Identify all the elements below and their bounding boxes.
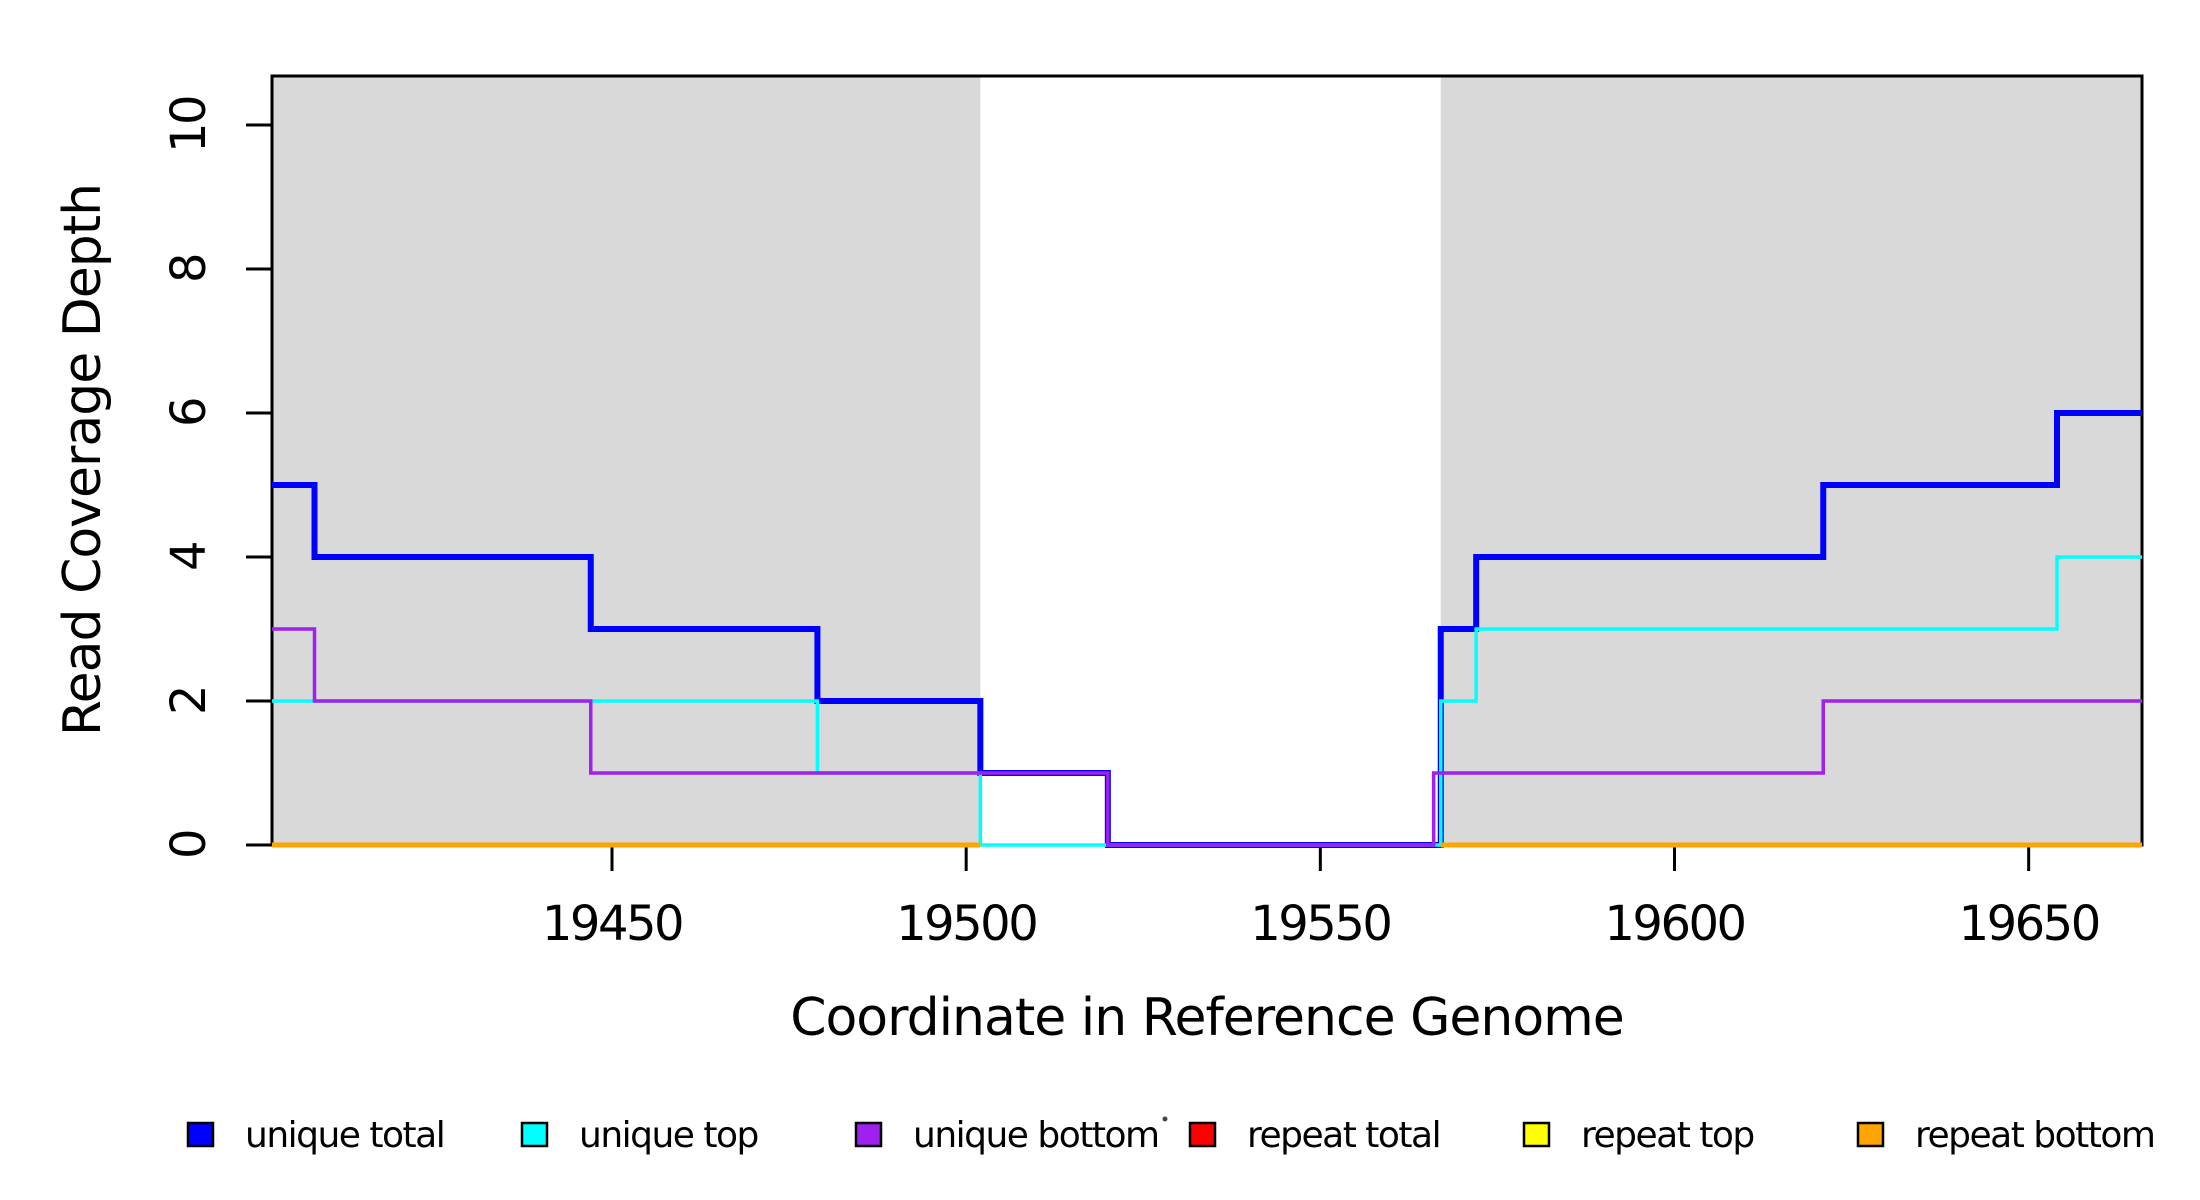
- legend-swatch-repeat-total: [1188, 1121, 1217, 1148]
- legend-swatch-repeat-top: [1522, 1121, 1551, 1148]
- legend-swatch-unique-total: [186, 1121, 215, 1148]
- legend-label-repeat-top: repeat top: [1581, 1115, 1754, 1156]
- legend-label-unique-total: unique total: [245, 1115, 444, 1156]
- y-tick-label: 4: [161, 543, 217, 571]
- legend-label-repeat-total: repeat total: [1247, 1115, 1440, 1156]
- shaded-region: [272, 76, 981, 845]
- y-tick-label: 10: [161, 97, 217, 153]
- y-tick-label: 2: [161, 687, 217, 715]
- legend-swatch-unique-bottom: [854, 1121, 883, 1148]
- legend-swatch-unique-top: [520, 1121, 549, 1148]
- x-tick-label: 19550: [1250, 896, 1390, 952]
- x-tick-label: 19650: [1959, 896, 2099, 952]
- y-axis-title: Read Coverage Depth: [53, 184, 113, 736]
- y-tick-label: 8: [161, 255, 217, 283]
- y-tick-label: 6: [161, 399, 217, 427]
- legend-swatch-repeat-bottom: [1856, 1121, 1885, 1148]
- legend-label-unique-bottom: unique bottom: [913, 1115, 1159, 1156]
- x-tick-label: 19600: [1604, 896, 1744, 952]
- x-tick-label: 19450: [542, 896, 682, 952]
- x-axis-title: Coordinate in Reference Genome: [790, 988, 1624, 1048]
- stray-dot: [1162, 1116, 1168, 1122]
- x-tick-label: 19500: [896, 896, 1036, 952]
- y-tick-label: 0: [161, 831, 217, 859]
- legend-label-repeat-bottom: repeat bottom: [1915, 1115, 2154, 1156]
- shaded-region: [1440, 76, 2142, 845]
- legend-label-unique-top: unique top: [579, 1115, 758, 1156]
- series-line-unique-bottom: [272, 627, 2142, 847]
